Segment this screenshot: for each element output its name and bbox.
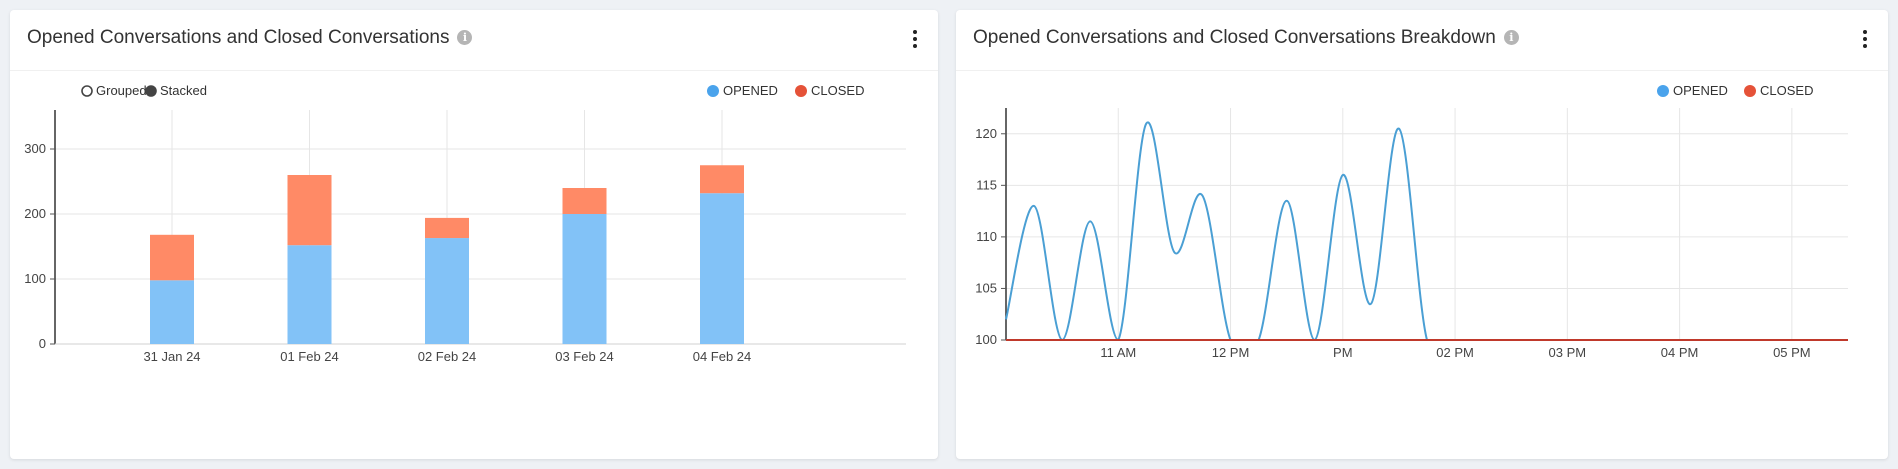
mode-label-grouped[interactable]: Grouped [96, 83, 147, 98]
x-tick-label: 01 Feb 24 [280, 349, 339, 364]
mode-radio-stacked[interactable] [145, 85, 157, 97]
kebab-icon[interactable] [1862, 30, 1868, 50]
opened-closed-card: Opened Conversations and Closed Conversa… [10, 10, 938, 459]
x-tick-label: 03 PM [1549, 345, 1587, 360]
x-tick-label: 03 Feb 24 [555, 349, 614, 364]
x-tick-label: 11 AM [1100, 345, 1136, 360]
legend-label-closed[interactable]: CLOSED [811, 83, 864, 98]
y-tick-label: 100 [24, 271, 46, 286]
breakdown-line-chart: OPENED CLOSED 11 AM 12 PM PM 02 PM 03 PM 04 PM 0… [975, 83, 1848, 360]
legend-label-opened[interactable]: OPENED [1673, 83, 1728, 98]
legend-label-opened[interactable]: OPENED [723, 83, 778, 98]
x-tick-label: 31 Jan 24 [143, 349, 200, 364]
card-header: Opened Conversations and Closed Conversa… [956, 10, 1888, 71]
x-tick-label: PM [1333, 345, 1353, 360]
y-tick-label: 300 [24, 141, 46, 156]
x-tick-label: 02 PM [1436, 345, 1474, 360]
legend-label-closed[interactable]: CLOSED [1760, 83, 1813, 98]
info-icon[interactable]: i [1503, 30, 1519, 45]
x-tick-label: 04 PM [1661, 345, 1699, 360]
card-title: Opened Conversations and Closed Conversa… [27, 27, 473, 49]
bar-closed-1[interactable] [287, 175, 332, 246]
bar-opened-1[interactable] [287, 245, 332, 344]
bar-closed-4[interactable] [700, 165, 744, 194]
y-tick-label: 0 [39, 336, 46, 351]
legend-marker-closed[interactable] [795, 85, 807, 97]
legend-marker-opened[interactable] [1657, 85, 1669, 97]
bar-opened-4[interactable] [700, 193, 744, 344]
info-icon[interactable]: i [457, 30, 473, 45]
x-tick-label: 02 Feb 24 [418, 349, 477, 364]
bar-closed-2[interactable] [425, 217, 469, 239]
y-tick-label: 105 [975, 280, 997, 295]
kebab-icon[interactable] [912, 30, 918, 50]
card-title-text: Opened Conversations and Closed Conversa… [973, 27, 1496, 48]
y-tick-label: 120 [975, 126, 997, 141]
bar-opened-3[interactable] [562, 214, 607, 344]
mode-label-stacked[interactable]: Stacked [160, 83, 207, 98]
stacked-bar-chart: Grouped Stacked OPENED CLOSED 0 100 200 300 31 J… [24, 83, 906, 364]
breakdown-card: Opened Conversations and Closed Conversa… [956, 10, 1888, 459]
legend-marker-opened[interactable] [707, 85, 719, 97]
y-tick-label: 110 [976, 229, 997, 244]
x-tick-label: 12 PM [1212, 345, 1250, 360]
bar-closed-3[interactable] [562, 188, 607, 214]
mode-radio-grouped[interactable] [81, 85, 93, 97]
card-title-text: Opened Conversations and Closed Conversa… [27, 27, 450, 48]
bar-opened-0[interactable] [150, 280, 194, 344]
y-tick-label: 100 [975, 332, 997, 347]
x-tick-label: 04 Feb 24 [693, 349, 752, 364]
x-tick-label: 05 PM [1773, 345, 1811, 360]
legend-marker-closed[interactable] [1744, 85, 1756, 97]
series-line-opened[interactable] [1005, 121, 1848, 342]
bar-closed-0[interactable] [150, 234, 194, 281]
y-tick-label: 200 [24, 206, 46, 221]
card-title: Opened Conversations and Closed Conversa… [973, 27, 1519, 49]
card-header: Opened Conversations and Closed Conversa… [10, 10, 938, 71]
y-tick-label: 115 [976, 177, 997, 192]
bar-opened-2[interactable] [425, 238, 469, 344]
